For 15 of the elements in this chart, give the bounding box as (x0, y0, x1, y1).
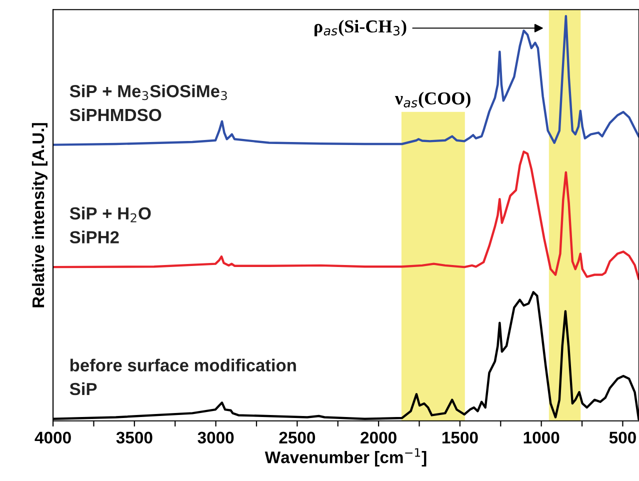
x-tick-label: 2500 (279, 432, 316, 444)
band-label: ν$_{as}$(COO) (394, 92, 470, 108)
x-tick-label: 3500 (116, 432, 152, 444)
series-label: before surface modification SiP (70, 358, 296, 396)
x-tick-label: 500 (609, 432, 636, 444)
x-tick-label: 4000 (34, 432, 71, 444)
text: SiP + H$_{2}$O SiPH2 (70, 206, 151, 244)
x-tick-label: 3000 (198, 432, 234, 444)
x-tick-label: 1000 (524, 432, 560, 444)
x-tick-label: 1500 (442, 432, 478, 444)
x-axis-title: Wavenumber [cm$^{−1}$] (264, 448, 426, 467)
band-label: ρ$_{as}$(Si-CH$_{3}$) (314, 20, 406, 36)
y-axis-title: Relative intensity [A.U.] (32, 123, 48, 308)
text: SiP + Me$_{3}$SiOSiMe$_{3}$ SiPHMDSO (70, 84, 227, 122)
x-tick-label: 2000 (360, 432, 396, 444)
